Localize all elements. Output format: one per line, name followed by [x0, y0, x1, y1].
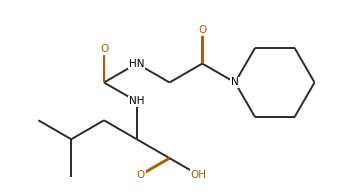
- Text: O: O: [137, 170, 145, 180]
- Text: O: O: [100, 44, 108, 54]
- Text: NH: NH: [129, 96, 144, 106]
- Text: HN: HN: [129, 59, 144, 69]
- Text: N: N: [231, 77, 239, 87]
- Text: O: O: [198, 25, 207, 35]
- Text: OH: OH: [190, 170, 207, 180]
